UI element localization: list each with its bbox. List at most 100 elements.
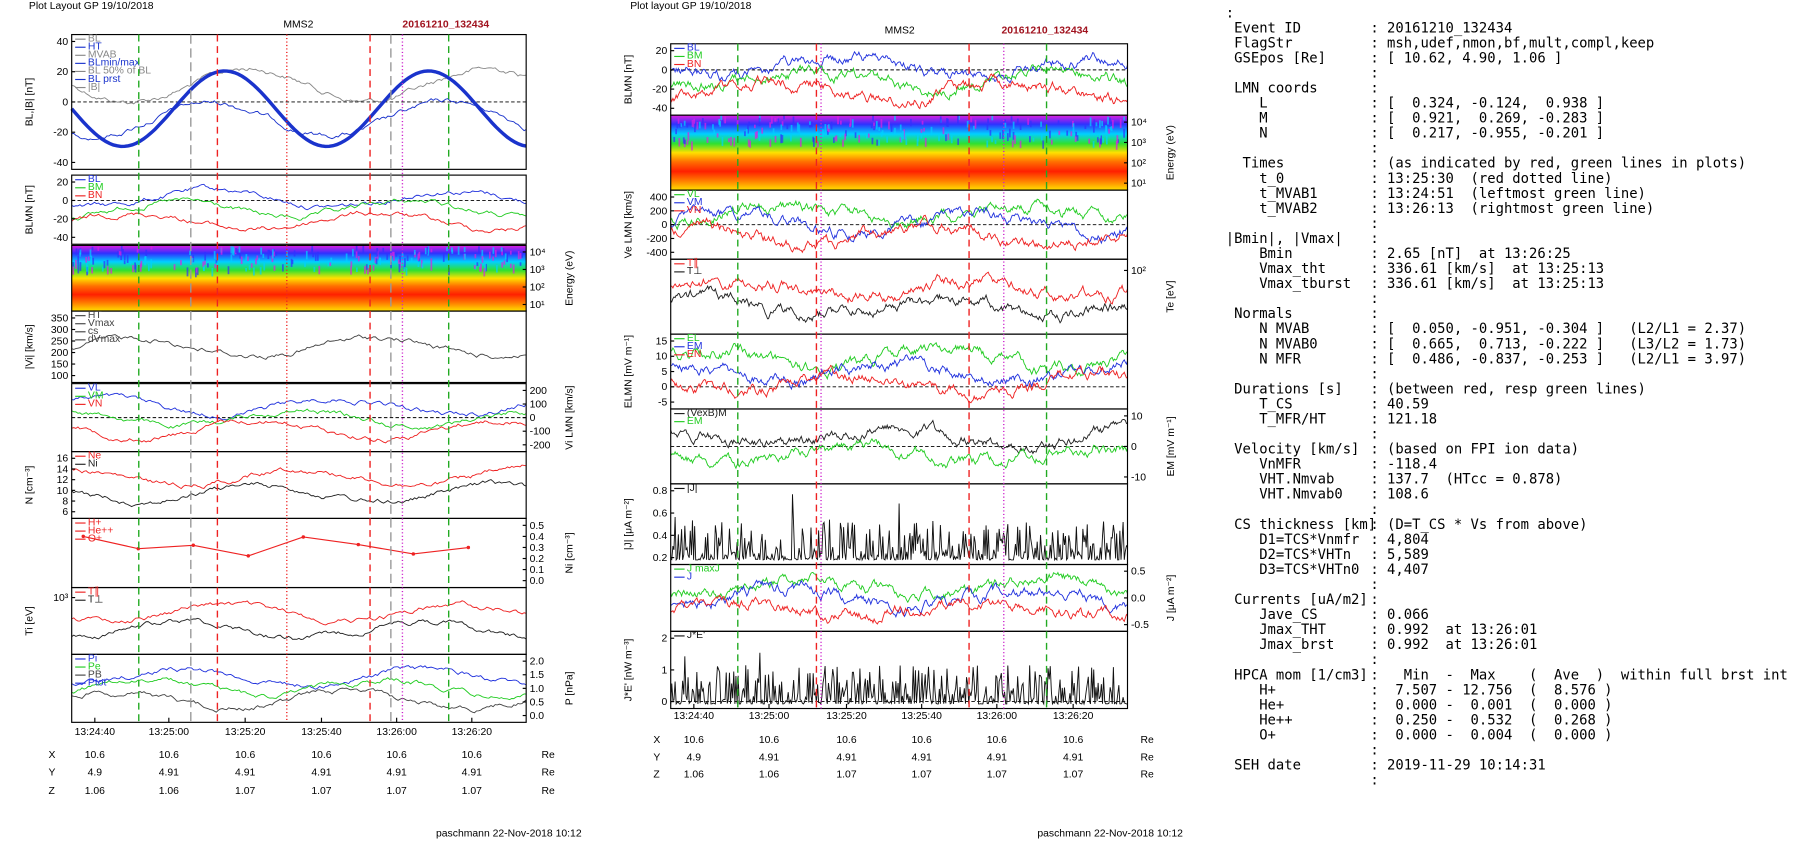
- y-axis-label: Vi LMN [km/s]: [564, 385, 575, 449]
- spectrogram-noise: [1110, 121, 1113, 127]
- spectrogram-noise: [357, 256, 360, 262]
- spectrogram-noise: [318, 265, 321, 275]
- position-cell: 4.9: [88, 767, 103, 778]
- legend-label: T⊥: [88, 595, 103, 606]
- y-tick-label: -20: [652, 85, 667, 96]
- legend-label: J maxJ: [687, 563, 720, 574]
- position-cell: 1.07: [836, 770, 856, 781]
- position-cell: 10.6: [759, 735, 779, 746]
- info-label: T_MFR/HT: [1226, 412, 1327, 428]
- spectrogram-noise: [196, 267, 199, 276]
- position-cell: Re: [541, 786, 555, 797]
- spectrogram-noise: [401, 253, 404, 258]
- spectrogram-noise: [496, 264, 498, 273]
- info-label: He+: [1226, 697, 1284, 713]
- spectrogram-noise: [880, 118, 883, 128]
- position-cell: 4.91: [462, 767, 482, 778]
- spectrogram-noise: [1002, 130, 1004, 140]
- spectrogram-noise: [256, 255, 259, 260]
- spectrogram-noise: [945, 134, 947, 142]
- spectrogram-noise: [899, 137, 902, 143]
- spectrogram-noise: [1105, 125, 1107, 134]
- spectrogram-noise: [501, 262, 504, 268]
- legend-label: |B|: [88, 82, 100, 93]
- spectrogram-noise: [691, 141, 693, 151]
- spectrogram-noise: [783, 115, 785, 120]
- spectrogram-noise: [905, 138, 908, 145]
- panel-frame: [71, 586, 527, 655]
- info-value: : 5,589: [1370, 547, 1428, 563]
- spectrogram-noise: [86, 262, 88, 272]
- spectrogram-noise: [842, 139, 844, 147]
- spectrogram-noise: [512, 264, 515, 274]
- spectrogram-noise: [839, 133, 842, 138]
- spectrogram-noise: [769, 139, 772, 147]
- spectrogram-noise: [1072, 123, 1075, 132]
- spectrogram-noise: [790, 124, 793, 132]
- spectrogram-noise: [293, 250, 296, 257]
- spectrogram-noise: [106, 259, 109, 266]
- info-value: : 4,407: [1370, 562, 1428, 578]
- trace: [670, 579, 1128, 619]
- y-tick-label: 0: [1131, 442, 1137, 453]
- trace-dot: [466, 545, 471, 550]
- spectrogram-noise: [255, 258, 257, 265]
- position-cell: 10.6: [387, 750, 407, 761]
- spectrogram-noise: [517, 251, 520, 260]
- spectrogram-noise: [481, 255, 484, 263]
- spectrogram-noise: [72, 262, 75, 267]
- y-tick-label: 200: [530, 386, 548, 397]
- legend-label: (VexB)M: [687, 408, 727, 419]
- info-value: : 0.250 - 0.532 ( 0.268 ): [1370, 712, 1612, 728]
- info-label: T_CS: [1226, 396, 1293, 412]
- spectrogram-noise: [872, 115, 874, 121]
- spectrogram-noise: [903, 135, 906, 140]
- spectrogram-noise: [878, 127, 881, 131]
- spectrogram-noise: [506, 253, 508, 263]
- info-label: Currents [uA/m2]: [1226, 592, 1368, 608]
- y-tick-label: 400: [650, 192, 668, 203]
- trace: [670, 494, 1128, 562]
- spectrogram-noise: [1014, 135, 1016, 144]
- spectrogram-noise: [736, 120, 739, 126]
- spectrogram-noise: [880, 131, 883, 137]
- spectrogram-noise: [519, 262, 522, 266]
- spectrogram-noise: [464, 253, 466, 260]
- spectrogram-noise: [476, 262, 479, 267]
- info-value: : 108.6: [1370, 487, 1428, 503]
- spectrogram-noise: [329, 262, 332, 267]
- y-tick-label: 0.6: [653, 509, 668, 520]
- legend-label: O+: [88, 533, 102, 544]
- spectrogram-noise: [744, 131, 746, 137]
- spectrogram-noise: [1109, 123, 1112, 131]
- info-label: Jave_CS: [1226, 607, 1318, 623]
- spectrogram-noise: [240, 256, 243, 265]
- spectrogram-noise: [150, 245, 153, 250]
- legend-label: BL: [88, 174, 101, 185]
- position-cell: 10.6: [912, 735, 932, 746]
- trace: [670, 341, 1128, 381]
- event-id: 20161210_132434: [1001, 25, 1088, 36]
- trace: [670, 364, 1128, 404]
- spectrogram-noise: [273, 251, 275, 257]
- spectrogram-noise: [134, 264, 137, 273]
- spectrogram-noise: [79, 262, 82, 271]
- legend-label: cs: [88, 326, 98, 337]
- spectrogram-noise: [753, 124, 756, 129]
- info-value: :: [1370, 773, 1378, 789]
- spectrogram-noise: [403, 264, 406, 272]
- y-axis-label: BLMN [nT]: [24, 185, 35, 235]
- info-value: : 2.65 [nT] at 13:26:25: [1370, 246, 1570, 262]
- plot-layout-label: Plot Layout GP 19/10/2018: [29, 1, 154, 12]
- legend-label: MVAB: [88, 50, 117, 61]
- spectrogram-noise: [376, 247, 379, 257]
- y-tick-label: 10³: [1131, 138, 1147, 149]
- trace: [71, 677, 527, 701]
- spectrogram-noise: [721, 119, 724, 124]
- spectrogram-noise: [1116, 135, 1119, 144]
- y-tick-label: -40: [53, 158, 68, 169]
- y-tick-label: 10⁴: [1131, 118, 1147, 129]
- info-value: : 2019-11-29 10:14:31: [1370, 758, 1545, 774]
- spectrogram-noise: [144, 256, 146, 266]
- trace-dot: [411, 552, 416, 556]
